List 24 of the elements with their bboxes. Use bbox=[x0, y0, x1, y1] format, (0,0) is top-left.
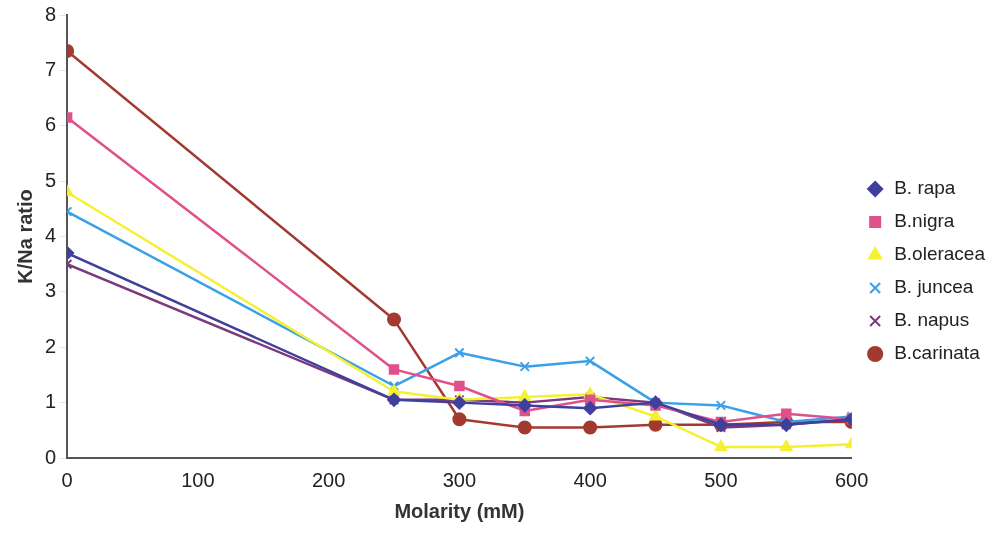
x-tick-label: 200 bbox=[311, 468, 346, 491]
legend-label: B. rapa bbox=[894, 177, 956, 199]
y-tick-label: 6 bbox=[45, 113, 57, 136]
y-tick-label: 5 bbox=[45, 168, 57, 191]
y-tick-label: 7 bbox=[45, 57, 57, 80]
y-tick-label: 8 bbox=[45, 2, 57, 25]
x-tick-label: 400 bbox=[573, 468, 607, 491]
legend-label: B. juncea bbox=[894, 276, 974, 298]
x-tick-label: 100 bbox=[181, 468, 215, 491]
x-tick-label: 600 bbox=[834, 468, 869, 491]
x-tick-label: 0 bbox=[61, 468, 73, 491]
y-tick-label: 4 bbox=[45, 224, 57, 247]
x-tick-label: 300 bbox=[442, 468, 477, 491]
legend-label: B. napus bbox=[894, 309, 970, 331]
legend-label: B.carinata bbox=[894, 342, 981, 364]
y-axis-title: K/Na ratio bbox=[13, 189, 36, 284]
y-tick-label: 0 bbox=[45, 445, 57, 468]
x-tick-label: 500 bbox=[704, 468, 738, 491]
y-tick-label: 3 bbox=[45, 279, 57, 302]
y-tick-label: 2 bbox=[45, 334, 57, 357]
x-axis-title: Molarity (mM) bbox=[394, 499, 525, 522]
legend-label: B.oleracea bbox=[894, 243, 986, 265]
legend-label: B.nigra bbox=[894, 210, 955, 232]
y-tick-label: 1 bbox=[45, 390, 57, 413]
